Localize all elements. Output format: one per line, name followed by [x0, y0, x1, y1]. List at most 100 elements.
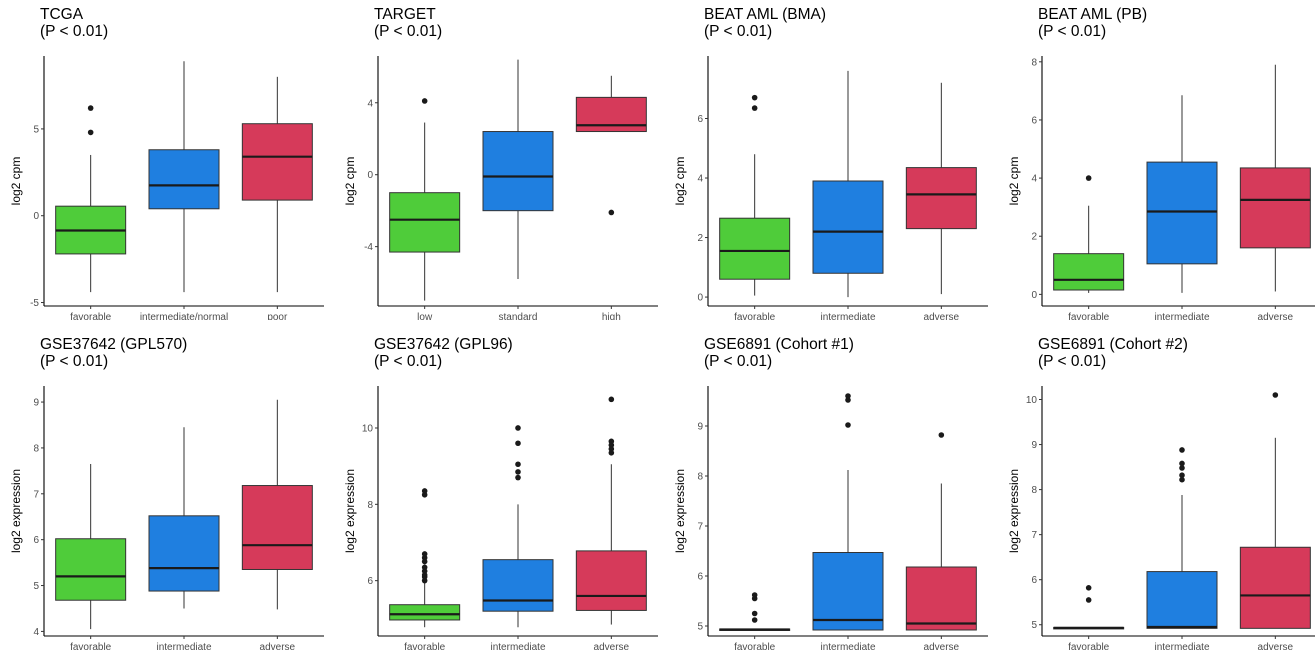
chart-svg: 5 6 7 8 9 log2 expression favorable intermediat… [673, 386, 988, 650]
chart-title: GSE6891 (Cohort #2) (P < 0.01) [1038, 336, 1188, 370]
chart-title-text: TARGET [374, 6, 436, 23]
y-tick-label: 0 [367, 170, 373, 181]
y-tick-label: 8 [697, 472, 703, 483]
y-tick-label: 6 [697, 114, 703, 125]
x-tick-label: intermediate [156, 642, 211, 650]
box-intermediate [1146, 161, 1218, 265]
chart-pvalue: (P < 0.01) [40, 23, 109, 40]
box-adverse [241, 485, 313, 570]
chart-title-text: TCGA [40, 6, 84, 23]
chart-panel: TARGET (P < 0.01) -4 0 4 log2 cpm low standard h… [334, 0, 662, 320]
chart-svg: -4 0 4 log2 cpm low standard high [343, 56, 658, 320]
box-adverse [905, 566, 977, 631]
box-standard [482, 131, 554, 212]
y-tick-label: 7 [697, 522, 703, 533]
y-axis-label: log2 cpm [9, 157, 23, 206]
box-adverse [905, 167, 977, 230]
box-poor [241, 123, 313, 201]
y-tick-label: 5 [33, 581, 39, 592]
outlier-point [1085, 175, 1092, 181]
chart-title-text: GSE37642 (GPL570) [40, 336, 188, 353]
x-tick-label: favorable [70, 312, 112, 320]
y-tick-label: 8 [33, 443, 39, 454]
outlier-point [608, 396, 615, 403]
outlier-point [515, 474, 521, 481]
outlier-point [1179, 476, 1185, 483]
x-tick-label: intermediate [820, 312, 875, 320]
y-tick-label: 9 [1031, 440, 1037, 451]
chart-panel: GSE6891 (Cohort #2) (P < 0.01) 5 6 7 8 9 10 log2… [998, 330, 1315, 650]
y-tick-label: 0 [33, 211, 39, 222]
chart-svg: 4 5 6 7 8 9 log2 expression favorable intermedia… [9, 386, 324, 650]
chart-panel: GSE37642 (GPL96) (P < 0.01) 6 8 10 log2 expre… [334, 330, 662, 650]
y-tick-label: -5 [30, 298, 39, 309]
outlier-point [938, 432, 945, 438]
y-tick-label: 0 [697, 293, 703, 304]
chart-pvalue: (P < 0.01) [704, 353, 773, 370]
x-tick-label: favorable [734, 642, 776, 650]
outlier-point [1085, 597, 1092, 603]
x-tick-label: favorable [404, 642, 446, 650]
outlier-point [1179, 472, 1185, 478]
y-axis-label: log2 cpm [343, 157, 357, 206]
y-tick-label: 0 [1031, 290, 1037, 301]
box-favorable [719, 217, 791, 280]
box-low [389, 192, 461, 253]
outlier-point [1272, 392, 1279, 398]
outlier-point [515, 461, 521, 468]
x-tick-label: favorable [734, 312, 776, 320]
y-tick-label: 9 [33, 398, 39, 409]
x-tick-label: adverse [1258, 312, 1294, 320]
y-tick-label: 2 [1031, 232, 1037, 243]
chart-svg: -5 0 5 log2 cpm favorable intermediate/normal… [9, 56, 324, 320]
chart-title: BEAT AML (PB) (P < 0.01) [1038, 6, 1147, 40]
outlier-point [845, 397, 851, 403]
outlier-point [421, 488, 428, 494]
y-tick-label: -4 [364, 242, 373, 253]
box-favorable [389, 604, 461, 621]
chart-svg: 6 8 10 log2 expression favorable intermediate… [343, 386, 658, 650]
chart-title-text: BEAT AML (PB) [1038, 6, 1148, 23]
outlier-point [1179, 447, 1185, 453]
x-tick-label: standard [499, 312, 538, 320]
y-tick-label: 5 [697, 622, 703, 633]
chart-title: GSE6891 (Cohort #1) (P < 0.01) [704, 336, 854, 370]
outlier-point [421, 551, 428, 557]
chart-panel: GSE37642 (GPL570) (P < 0.01) 4 5 6 7 8 9 log2 ex… [0, 330, 328, 650]
chart-pvalue: (P < 0.01) [1038, 23, 1107, 40]
outlier-point [845, 422, 851, 428]
outlier-point [515, 469, 521, 475]
y-tick-label: 9 [697, 422, 703, 433]
box-adverse [575, 550, 647, 611]
chart-pvalue: (P < 0.01) [374, 23, 443, 40]
x-tick-label: favorable [1068, 642, 1110, 650]
chart-title-text: GSE37642 (GPL96) [374, 336, 513, 353]
chart-title-text: GSE6891 (Cohort #1) [704, 336, 854, 353]
box-intermediate [482, 559, 554, 612]
y-tick-label: 6 [1031, 115, 1037, 126]
y-tick-label: 2 [697, 233, 703, 244]
outlier-point [421, 98, 428, 104]
x-tick-label: favorable [70, 642, 112, 650]
y-tick-label: 4 [1031, 174, 1037, 185]
x-tick-label: high [602, 312, 621, 320]
x-tick-label: favorable [1068, 312, 1110, 320]
outlier-point [1179, 460, 1185, 467]
outlier-point [1179, 465, 1185, 471]
y-axis-label: log2 cpm [673, 157, 687, 206]
chart-panel: GSE6891 (Cohort #1) (P < 0.01) 5 6 7 8 9 log2 e… [664, 330, 992, 650]
y-axis-label: log2 expression [343, 469, 357, 553]
y-tick-label: 8 [367, 500, 373, 511]
chart-title: TARGET (P < 0.01) [374, 6, 442, 40]
y-tick-label: 10 [362, 423, 374, 434]
chart-title: BEAT AML (BMA) (P < 0.01) [704, 6, 826, 40]
box-favorable [1053, 253, 1125, 291]
x-tick-label: poor [267, 312, 288, 320]
x-tick-label: intermediate [820, 642, 875, 650]
x-tick-label: adverse [594, 642, 630, 650]
x-tick-label: intermediate [490, 642, 545, 650]
y-tick-label: 4 [367, 98, 373, 109]
y-tick-label: 8 [1031, 57, 1037, 68]
outlier-point [751, 617, 758, 623]
